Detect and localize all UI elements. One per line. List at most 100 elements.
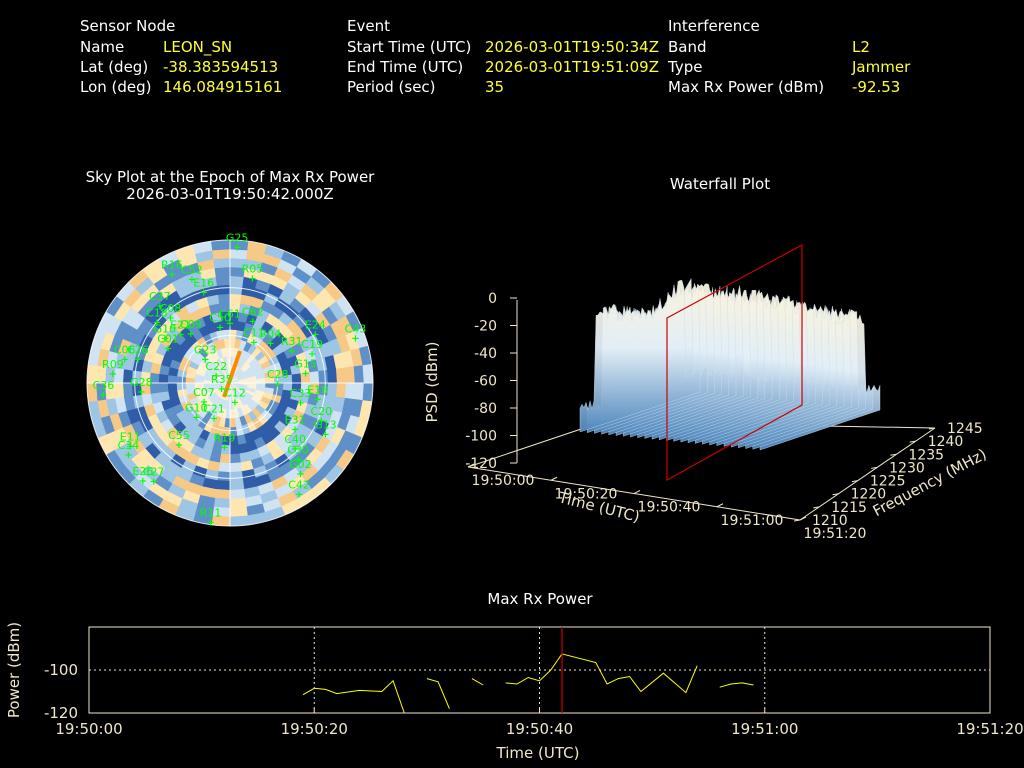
sky-satellite-g10b: +G10 (185, 402, 208, 424)
svg-text:+: + (248, 273, 256, 284)
svg-text:+: + (109, 369, 117, 380)
sky-satellite-e26: +E26 (132, 465, 153, 487)
sky-satellite-c08: +C08 (160, 302, 182, 324)
waterfall-y-tick: 1225 (870, 474, 906, 490)
waterfall-x-tick: 19:51:00 (721, 513, 784, 529)
sky-heading-indicator (222, 350, 242, 398)
sky-satellite-c18: +C18 (146, 307, 168, 329)
sensor-lon-label: Lon (deg) (80, 78, 152, 96)
sky-satellite-label: R04 (260, 328, 282, 341)
sky-satellite-label: G13 (314, 419, 337, 432)
sky-satellite-g28: +G28 (130, 376, 153, 398)
interference-type-value: Jammer (852, 58, 911, 76)
interference-band-value: L2 (852, 38, 870, 56)
sky-satellite-label: R09 (102, 358, 124, 371)
sky-satellite-c28: +C28 (267, 368, 289, 390)
sky-satellite-label: C30 (287, 444, 309, 457)
svg-text:+: + (187, 329, 195, 340)
sky-satellite-e21: +E21 (170, 319, 191, 341)
svg-text:+: + (351, 333, 359, 344)
svg-text:+: + (210, 414, 218, 425)
sky-satellite-label: C42 (288, 478, 310, 491)
svg-text:+: + (134, 354, 142, 365)
sky-satellite-label: C37 (149, 290, 171, 303)
svg-text:+: + (311, 330, 319, 341)
sky-satellite-label: C20 (310, 405, 332, 418)
sky-satellite-c20: +C20 (310, 405, 332, 427)
sky-satellite-r05: +R05 (242, 262, 264, 284)
svg-text:+: + (291, 425, 299, 436)
waterfall-z-tick: -40 (474, 346, 497, 362)
svg-text:+: + (226, 319, 234, 330)
sky-satellite-label: E21 (170, 319, 191, 332)
waterfall-x-tick: 19:50:20 (555, 486, 618, 502)
sky-satellite-c21: +C21 (203, 403, 225, 425)
sky-satellite-g02: +G02 (289, 458, 312, 480)
sky-satellite-e11: +E11 (120, 430, 141, 452)
sky-satellite-c50: +C50 (209, 312, 231, 334)
waterfall-z-tick: -20 (474, 319, 497, 335)
waterfall-y-tick: 1240 (928, 434, 964, 450)
rx-grid (89, 627, 990, 713)
rx-xlabel: Time (UTC) (496, 744, 580, 762)
svg-text:+: + (296, 469, 304, 480)
sky-satellite-label: G25 (226, 232, 249, 245)
rx-trace-segment (719, 682, 754, 688)
sensor-name-value: LEON_SN (163, 38, 233, 56)
sensor-lon-value: 146.084915161 (163, 78, 283, 96)
sky-satellite-label: E11 (120, 430, 141, 443)
svg-text:+: + (168, 270, 176, 281)
sky-satellite-c40: +C40 (284, 433, 306, 455)
sky-satellite-label: G28 (130, 376, 153, 389)
rx-tick-labels: 19:50:00 19:50:20 19:50:40 19:51:00 19:51:20… (44, 661, 1024, 738)
svg-text:+: + (156, 301, 164, 312)
svg-text:+: + (192, 413, 200, 424)
sky-satellite-label: C18 (146, 307, 168, 320)
sky-satellite-label: E26 (132, 465, 153, 478)
sky-satellite-c36: +C36 (93, 379, 115, 401)
svg-text:+: + (175, 440, 183, 451)
svg-text:+: + (308, 349, 316, 360)
waterfall-plot-title: Waterfall Plot (669, 175, 771, 193)
sky-satellite-label: E31 (285, 414, 306, 427)
svg-text:+: + (216, 323, 224, 334)
sky-satellite-c42: +C42 (288, 478, 310, 500)
waterfall-z-tick: -80 (474, 401, 497, 417)
rx-y-tick: -100 (44, 661, 78, 679)
sky-satellite-c11: +C11 (243, 327, 265, 349)
rx-trace-segment (302, 679, 405, 714)
event-end-label: End Time (UTC) (347, 58, 464, 76)
sky-satellite-label: R11 (200, 506, 222, 519)
svg-text:+: + (150, 477, 158, 488)
sky-satellite-e31: +E31 (285, 414, 306, 436)
sky-satellite-label: G15 (294, 357, 317, 370)
svg-text:+: + (313, 394, 321, 405)
svg-text:+: + (250, 338, 258, 349)
sensor-name-label: Name (80, 38, 125, 56)
sky-satellite-c01: +C01 (157, 332, 179, 354)
sky-satellite-r31: +R31 (281, 335, 303, 357)
sky-satellite-label: G23 (194, 343, 217, 356)
sky-satellite-c62: +C62 (242, 305, 264, 327)
sky-satellite-label: C62 (242, 305, 264, 318)
svg-text:+: + (273, 379, 281, 390)
interference-power-value: -92.53 (852, 78, 901, 96)
sky-satellite-label: C06 (114, 344, 136, 357)
sky-satellite-c37: +C37 (149, 290, 171, 312)
sky-satellite-r19: +R19 (214, 431, 236, 453)
sky-satellite-label: C61 (219, 308, 241, 321)
svg-text:+: + (249, 316, 257, 327)
sky-plot: +G25+R16+C52+R05+C37 +E16+C18+C08+G10 +E21… (86, 232, 374, 528)
svg-text:+: + (166, 313, 174, 324)
sky-satellite-label: C27 (143, 466, 165, 479)
sky-satellite-g23: +G23 (194, 343, 217, 365)
svg-text:+: + (220, 442, 228, 453)
svg-text:+: + (231, 397, 239, 408)
interference-title: Interference (668, 17, 760, 35)
svg-text:+: + (126, 441, 134, 452)
waterfall-x-tick: 19:50:00 (472, 473, 535, 489)
rx-y-tick: -120 (44, 704, 78, 722)
svg-text:+: + (206, 517, 214, 528)
waterfall-y-tick: 1220 (851, 487, 887, 503)
